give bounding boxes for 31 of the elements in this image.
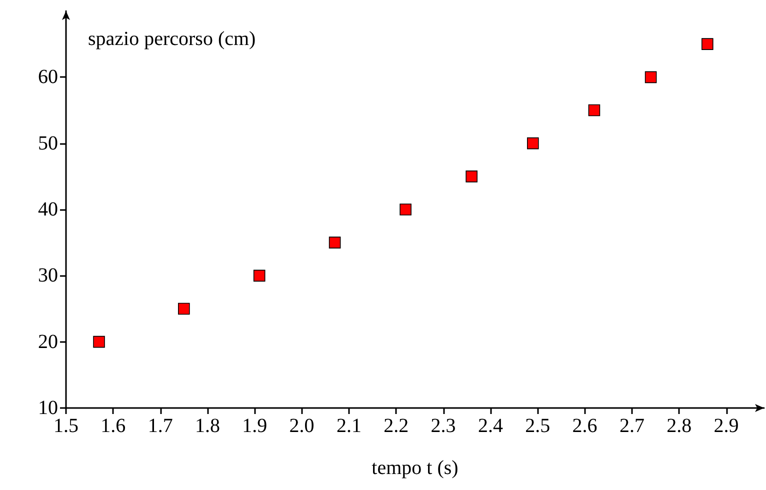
x-tick-label: 2.4 — [478, 415, 503, 437]
point — [328, 236, 341, 248]
point — [93, 336, 105, 348]
x-tick-label: 2.7 — [619, 415, 644, 437]
y-axis-title: spazio percorso (cm) — [88, 28, 256, 50]
x-tick-label: 2.3 — [430, 415, 456, 437]
x-tick-label: 2.1 — [336, 415, 362, 437]
y-tick-label: 60 — [38, 66, 58, 88]
x-tick-label: 1.8 — [194, 415, 220, 437]
x-tick-label: 2.8 — [666, 415, 692, 437]
y-tick-label: 50 — [38, 132, 58, 154]
x-tick-label: 2.0 — [289, 415, 314, 437]
point — [702, 38, 714, 50]
point — [644, 71, 657, 84]
x-axis-title: tempo t (s) — [372, 457, 458, 479]
y-tick-label: 40 — [38, 198, 58, 220]
x-tick-label: 2.2 — [384, 415, 409, 437]
point — [588, 104, 600, 116]
point — [466, 170, 478, 182]
x-tick-label: 1.9 — [242, 415, 268, 437]
point — [527, 137, 539, 150]
y-tick-label: 20 — [38, 330, 58, 353]
x-tick-label: 2.6 — [572, 415, 598, 437]
point — [253, 270, 266, 282]
x-tick-label: 1.7 — [148, 415, 173, 437]
x-tick-label: 2.5 — [525, 415, 550, 437]
x-tick-label: 1.6 — [100, 415, 126, 437]
x-tick-label: 2.9 — [714, 415, 739, 437]
point — [178, 302, 190, 315]
point — [400, 204, 412, 216]
y-tick-label: 30 — [38, 264, 58, 287]
